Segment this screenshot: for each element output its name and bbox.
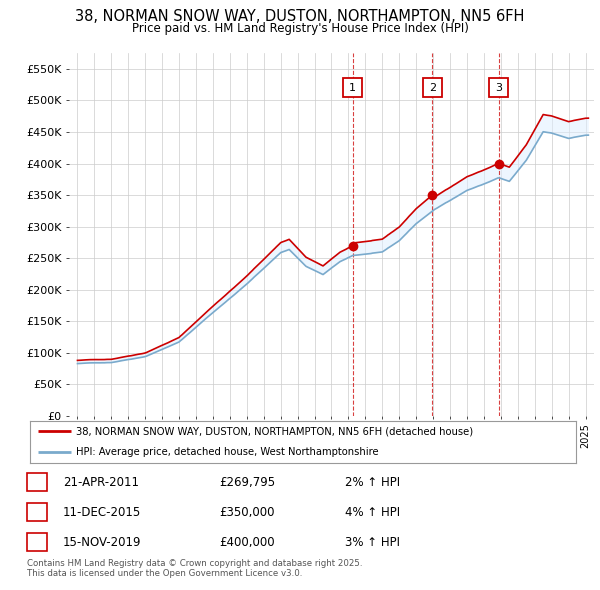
Text: 3% ↑ HPI: 3% ↑ HPI [345, 536, 400, 549]
Text: 3: 3 [495, 83, 502, 93]
Text: 38, NORMAN SNOW WAY, DUSTON, NORTHAMPTON, NN5 6FH: 38, NORMAN SNOW WAY, DUSTON, NORTHAMPTON… [76, 9, 524, 24]
Text: Contains HM Land Registry data © Crown copyright and database right 2025.
This d: Contains HM Land Registry data © Crown c… [27, 559, 362, 578]
Text: HPI: Average price, detached house, West Northamptonshire: HPI: Average price, detached house, West… [76, 447, 379, 457]
Text: 21-APR-2011: 21-APR-2011 [63, 476, 139, 489]
Text: £269,795: £269,795 [219, 476, 275, 489]
Text: £400,000: £400,000 [219, 536, 275, 549]
Text: 2% ↑ HPI: 2% ↑ HPI [345, 476, 400, 489]
Text: 1: 1 [349, 83, 356, 93]
FancyBboxPatch shape [343, 78, 362, 97]
Text: 3: 3 [33, 536, 41, 549]
Text: Price paid vs. HM Land Registry's House Price Index (HPI): Price paid vs. HM Land Registry's House … [131, 22, 469, 35]
Text: 1: 1 [33, 476, 41, 489]
FancyBboxPatch shape [490, 78, 508, 97]
Text: 15-NOV-2019: 15-NOV-2019 [63, 536, 142, 549]
Text: 11-DEC-2015: 11-DEC-2015 [63, 506, 141, 519]
FancyBboxPatch shape [423, 78, 442, 97]
Text: 2: 2 [33, 506, 41, 519]
Text: 38, NORMAN SNOW WAY, DUSTON, NORTHAMPTON, NN5 6FH (detached house): 38, NORMAN SNOW WAY, DUSTON, NORTHAMPTON… [76, 427, 473, 436]
Text: 2: 2 [429, 83, 436, 93]
Text: 4% ↑ HPI: 4% ↑ HPI [345, 506, 400, 519]
Text: £350,000: £350,000 [219, 506, 275, 519]
